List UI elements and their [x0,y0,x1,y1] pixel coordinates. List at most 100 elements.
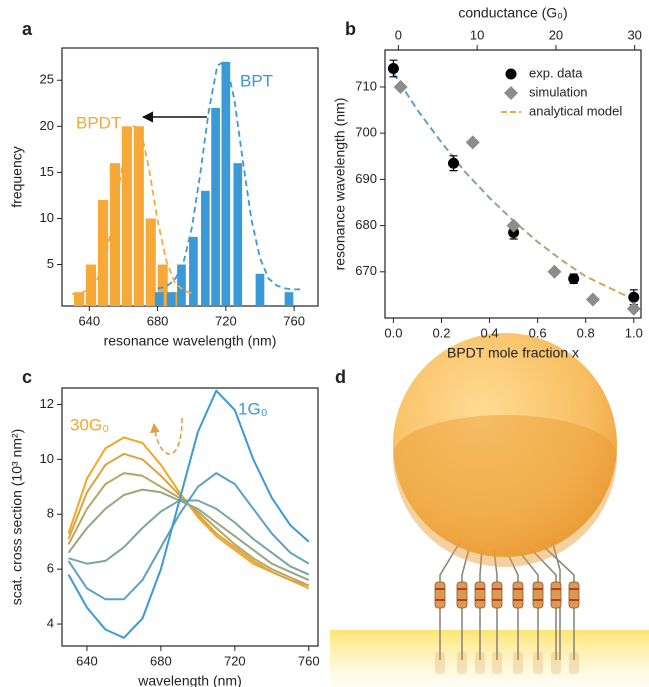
y-tick-label: 690 [355,171,377,186]
y-tick-label: 12 [40,396,54,411]
y-tick-label: 10 [40,451,54,466]
x2-tick-label: 20 [549,27,563,42]
data-point [387,62,399,74]
sphere-shade [393,415,617,567]
bar [177,264,186,306]
wires [439,539,575,660]
y-tick-label: 700 [355,125,377,140]
x-tick-label: 680 [150,653,172,668]
y-tick-label: 680 [355,217,377,232]
bar [133,126,144,306]
x-tick-label: 760 [298,653,320,668]
sim-point [585,292,600,307]
bar [221,61,231,307]
x-tick-label: 0.4 [481,325,499,340]
spectrum-line [67,472,310,601]
bar [166,292,176,306]
x2-axis-title: conductance (G₀) [458,5,567,21]
x-tick-label: 1.0 [625,325,643,340]
legend-symbol [504,86,518,100]
bar [233,163,243,306]
x2-tick-label: 30 [627,27,641,42]
x2-tick-label: 0 [395,27,402,42]
y-tick-label: 15 [40,164,54,179]
plot-frame [61,387,319,647]
y-tick-label: 20 [40,118,54,133]
y-tick-label: 10 [40,210,54,225]
resistors [434,581,580,609]
bar [73,292,85,306]
sim-point [626,301,641,316]
x-axis-title: resonance wavelength (nm) [104,333,277,349]
legend-label: simulation [529,84,588,99]
x-tick-label: 720 [215,313,237,328]
series-label: 1G₀ [238,399,268,418]
bar [284,292,294,306]
y-tick-label: 8 [47,506,54,521]
y-axis-title: scat. cross section (10³ nm²) [9,429,25,606]
bar [189,236,198,306]
y-tick-label: 25 [40,72,54,87]
trend-arrow [150,417,183,455]
legend-label: analytical model [529,103,622,118]
x-tick-label: 0.0 [384,325,402,340]
spectrum-line [67,488,310,582]
data-point [448,157,460,169]
x-tick-label: 0.8 [577,325,595,340]
spectrum-line [67,389,310,639]
bar [157,264,168,306]
y-tick-label: 670 [355,263,377,278]
illustration [330,333,649,687]
plot-frame [384,49,642,319]
bar [145,218,156,306]
y-axis-title: resonance wavelength (nm) [332,98,348,271]
reflection [435,652,579,674]
legend-label: exp. data [529,65,583,80]
x-tick-label: 720 [224,653,246,668]
bar [97,200,109,306]
x-tick-label: 680 [147,313,169,328]
y-tick-label: 710 [355,78,377,93]
x-tick-label: 640 [78,313,100,328]
fit-curve [72,124,192,295]
bar [211,107,220,307]
x-tick-label: 0.2 [432,325,450,340]
fit-curve [157,59,303,291]
bar [255,273,265,306]
spectrum-line [67,436,310,590]
y-tick-label: 6 [47,561,54,576]
panel-label: d [335,367,346,387]
series-label: BPDT [76,113,121,132]
legend-symbol [505,68,517,80]
panel-label: a [22,19,33,39]
bar [154,292,164,306]
series-label: 30G₀ [70,415,109,434]
sim-point [506,218,521,233]
y-tick-label: 5 [47,256,54,271]
sim-point [465,135,480,150]
bar [85,264,97,306]
substrate [330,630,649,687]
y-axis-title: frequency [9,146,25,207]
y-tick-label: 4 [47,615,54,630]
x-axis-title: wavelength (nm) [137,673,242,687]
gold-sphere [393,333,617,557]
x-axis-title: BPDT mole fraction x [447,345,579,361]
panel-label: c [22,367,32,387]
x-tick-label: 0.6 [529,325,547,340]
spectrum-line [67,472,310,587]
panel-label: b [345,19,356,39]
spectrum-line [67,452,310,587]
bar [201,190,210,306]
data-point [628,291,640,303]
x-tick-label: 760 [283,313,305,328]
sim-point [547,264,562,279]
sim-point [393,79,408,94]
bar [109,163,120,306]
data-point [568,273,580,285]
bar [121,126,132,306]
series-label: BPT [240,71,273,90]
x-tick-label: 640 [76,653,98,668]
x2-tick-label: 10 [470,27,484,42]
